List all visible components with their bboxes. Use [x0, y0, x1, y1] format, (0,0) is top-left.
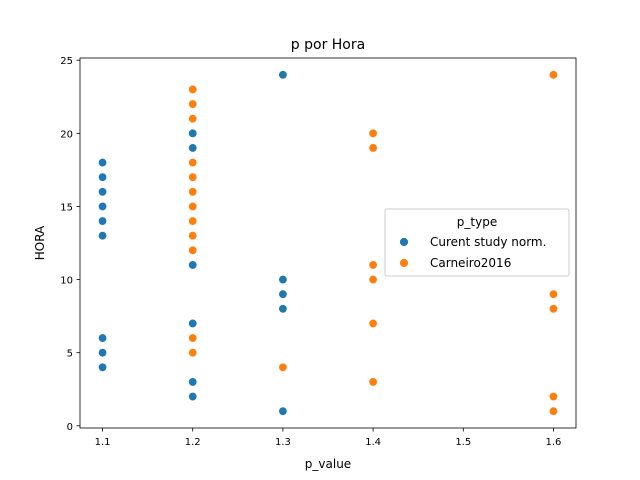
y-tick-label-5: 25: [60, 56, 73, 67]
point-series1-15: [368, 260, 378, 270]
x-tick-label-1: 1.2: [185, 437, 201, 448]
point-series1-5: [188, 187, 198, 197]
y-tick-label-0: 0: [67, 422, 73, 433]
point-series1-0: [188, 84, 198, 95]
legend-box: [384, 208, 570, 277]
x-tick-label-4: 1.5: [455, 437, 471, 448]
x-tick-label-5: 1.6: [546, 437, 562, 448]
point-series1-20: [548, 289, 559, 299]
x-tick-label-3: 1.4: [365, 437, 381, 448]
point-series1-8: [188, 230, 198, 241]
point-series1-3: [188, 157, 198, 168]
point-series1-19: [548, 70, 559, 80]
point-series1-6: [188, 201, 198, 212]
point-series0-10: [188, 143, 198, 153]
point-series0-13: [188, 377, 198, 387]
legend-label-carneiro2016: Carneiro2016: [430, 256, 511, 270]
point-series0-2: [97, 187, 108, 197]
y-axis-label: HORA: [33, 225, 47, 260]
point-series1-13: [368, 128, 378, 139]
x-tick-label-0: 1.1: [95, 437, 111, 448]
point-series1-16: [368, 274, 378, 285]
point-series1-14: [368, 143, 378, 153]
point-series0-6: [97, 333, 108, 343]
chart-title: p por Hora: [291, 37, 365, 53]
y-tick-label-1: 5: [67, 349, 73, 360]
point-series0-3: [97, 201, 108, 212]
point-series0-12: [188, 318, 198, 329]
point-series0-9: [188, 128, 198, 139]
point-series0-8: [97, 362, 108, 373]
point-series0-19: [278, 406, 288, 416]
point-series1-23: [548, 406, 559, 416]
y-tick-label-3: 15: [60, 202, 73, 213]
point-series1-10: [188, 333, 198, 343]
point-series0-5: [97, 230, 108, 241]
point-series1-11: [188, 347, 198, 358]
legend-label-curent-study: Curent study norm.: [430, 235, 546, 249]
point-series1-2: [188, 113, 198, 124]
point-series1-17: [368, 318, 378, 329]
point-series0-7: [97, 347, 108, 358]
point-series1-1: [188, 99, 198, 109]
y-axis-ticks: 0 5 10 15 20 25: [60, 56, 80, 433]
legend: p_type Curent study norm. Carneiro2016: [384, 208, 570, 277]
x-axis-label: p_value: [305, 457, 351, 471]
y-tick-label-4: 20: [60, 129, 73, 140]
legend-title: p_type: [457, 215, 497, 229]
point-series1-12: [278, 362, 288, 373]
point-series1-18: [368, 377, 378, 387]
point-series0-14: [188, 391, 198, 402]
y-tick-label-2: 10: [60, 276, 73, 287]
point-series0-0: [97, 157, 108, 168]
point-series0-1: [97, 172, 108, 182]
point-series1-22: [548, 391, 559, 402]
plot-frame: [79, 57, 577, 429]
point-series0-17: [278, 289, 288, 299]
point-series0-18: [278, 304, 288, 314]
point-series1-9: [188, 245, 198, 256]
x-tick-label-2: 1.3: [275, 437, 291, 448]
point-series1-21: [548, 304, 559, 314]
x-axis-ticks: 1.1 1.2 1.3 1.4 1.5 1.6: [95, 428, 562, 448]
legend-marker-carneiro2016: [399, 258, 409, 268]
point-series0-15: [278, 70, 288, 80]
point-series0-11: [188, 260, 198, 270]
data-points: [97, 70, 559, 416]
point-series1-7: [188, 216, 198, 226]
point-series0-16: [278, 274, 288, 285]
point-series1-4: [188, 172, 198, 182]
point-series0-4: [97, 216, 108, 226]
legend-marker-curent-study: [399, 237, 409, 247]
